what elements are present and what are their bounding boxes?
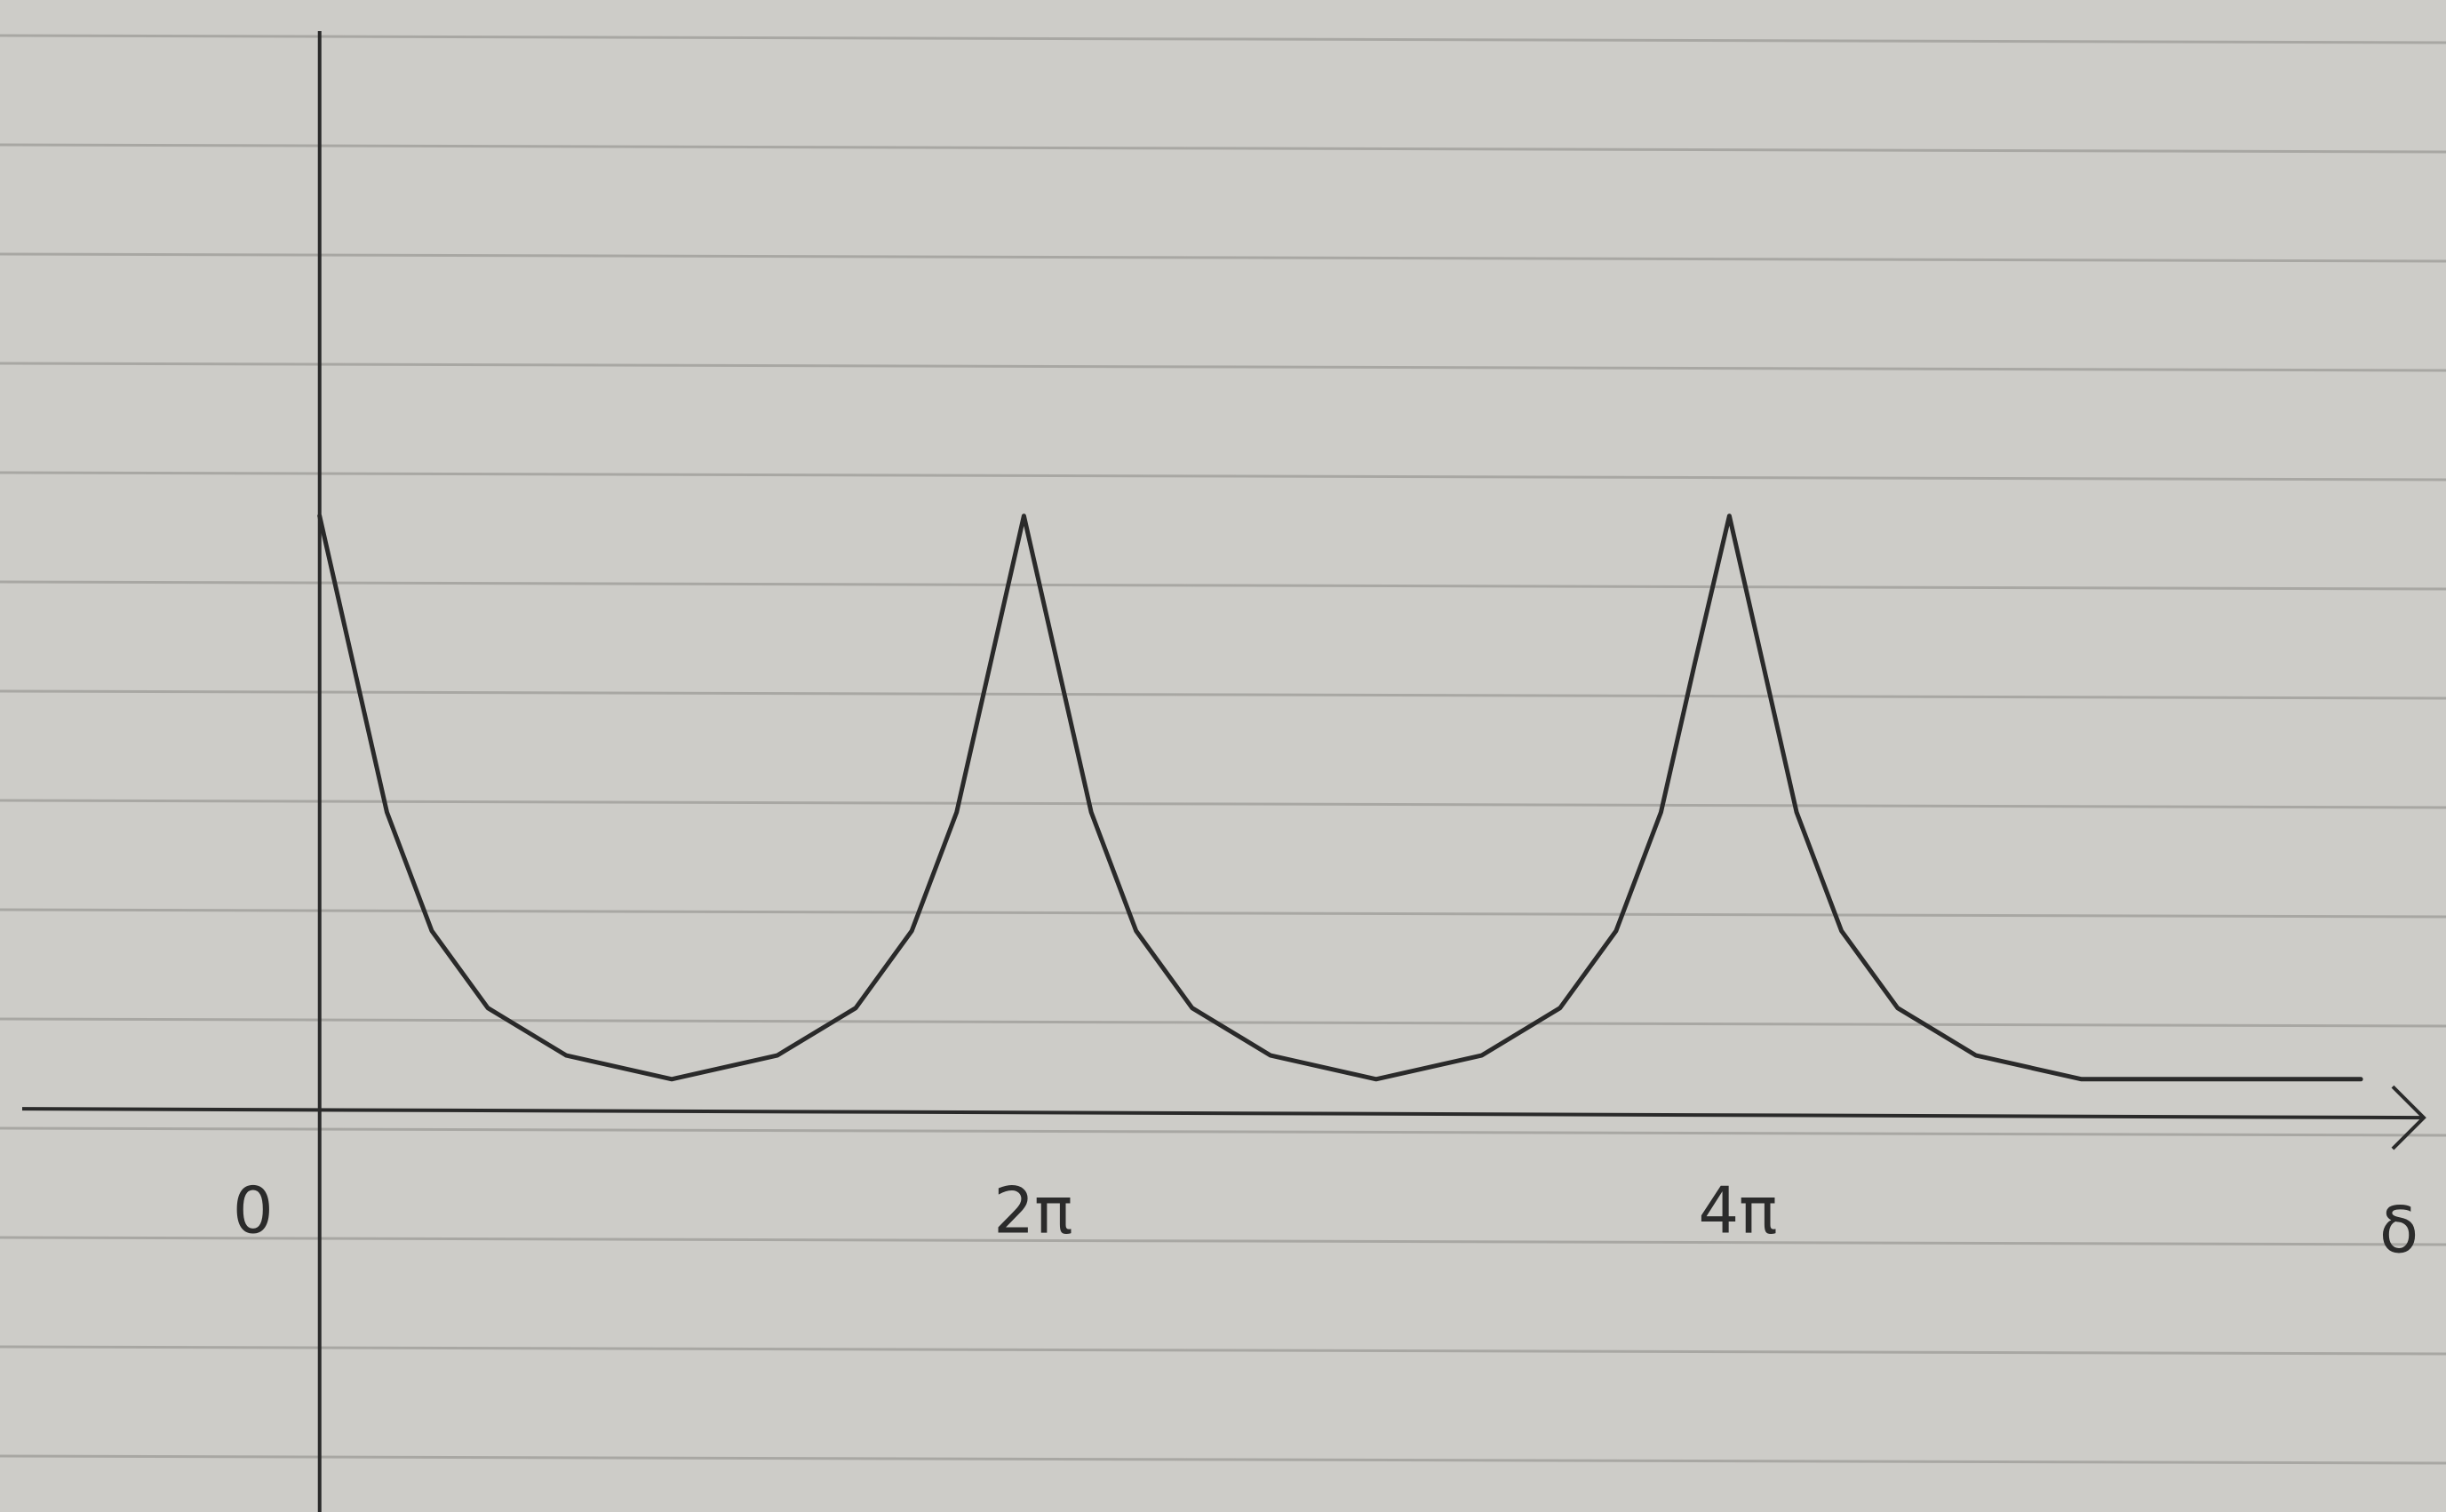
paper-rule	[0, 691, 2446, 698]
ruled-paper	[0, 36, 2446, 1463]
curve	[320, 516, 2361, 1079]
paper-rule	[0, 1456, 2446, 1463]
paper-rule	[0, 36, 2446, 43]
paper-rule	[0, 363, 2446, 370]
paper-rule	[0, 1237, 2446, 1245]
paper-rule	[0, 145, 2446, 152]
x-tick-label: 0	[233, 1174, 274, 1248]
paper-rule	[0, 800, 2446, 808]
paper-rule	[0, 473, 2446, 480]
x-axis	[22, 1109, 2424, 1118]
x-tick-label: 4π	[1698, 1174, 1777, 1248]
paper-rule	[0, 582, 2446, 589]
paper-rule	[0, 254, 2446, 261]
page: {"chart_data": { "type": "line", "x": [0…	[0, 0, 2446, 1512]
paper-rule	[0, 1128, 2446, 1135]
paper-rule	[0, 1347, 2446, 1354]
x-tick-label: 2π	[993, 1174, 1072, 1248]
x-axis-label: δ	[2379, 1193, 2418, 1268]
chart: δ 0 2π 4π	[0, 0, 2446, 1512]
paper-rule	[0, 910, 2446, 917]
